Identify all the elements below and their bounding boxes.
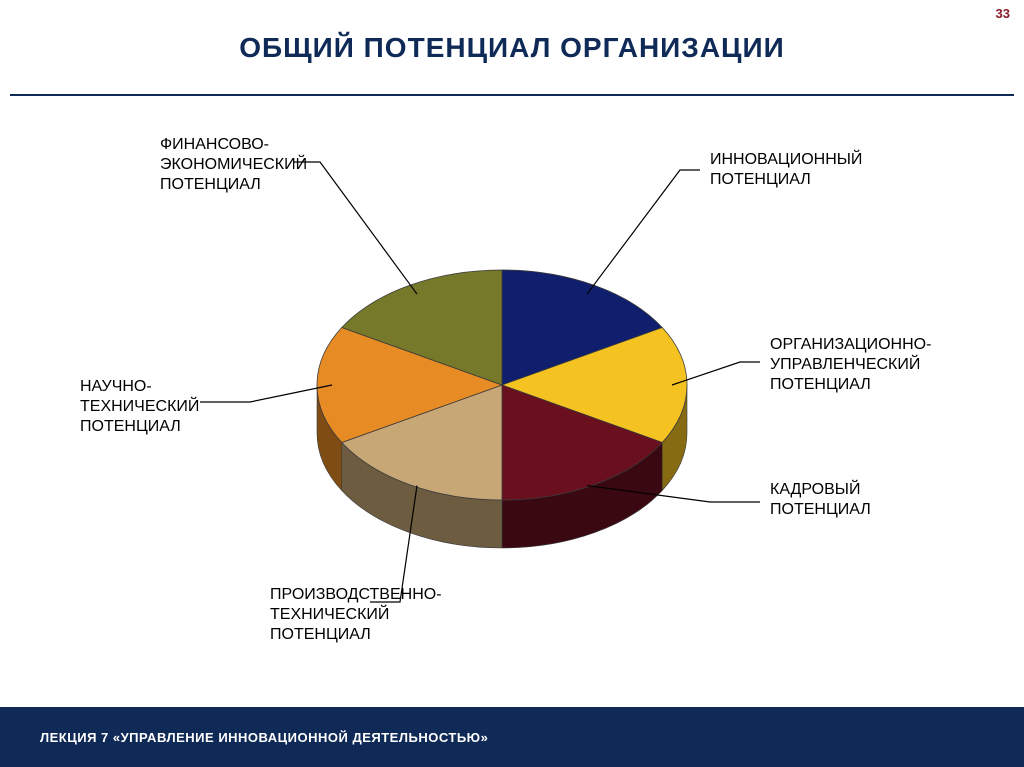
footer-bar: ЛЕКЦИЯ 7 «УПРАВЛЕНИЕ ИННОВАЦИОННОЙ ДЕЯТЕ… [0, 707, 1024, 767]
slice-label: ФИНАНСОВО- ЭКОНОМИЧЕСКИЙ ПОТЕНЦИАЛ [160, 135, 307, 195]
footer-text: ЛЕКЦИЯ 7 «УПРАВЛЕНИЕ ИННОВАЦИОННОЙ ДЕЯТЕ… [40, 730, 488, 745]
pie-chart: ИННОВАЦИОННЫЙ ПОТЕНЦИАЛ ОРГАНИЗАЦИОННО- У… [0, 110, 1024, 670]
leader-line [200, 385, 332, 402]
page-number: 33 [996, 6, 1010, 21]
page-title: ОБЩИЙ ПОТЕНЦИАЛ ОРГАНИЗАЦИИ [0, 32, 1024, 64]
slice-label: НАУЧНО- ТЕХНИЧЕСКИЙ ПОТЕНЦИАЛ [80, 377, 199, 437]
leader-line [294, 162, 417, 294]
horizontal-rule [10, 94, 1014, 96]
slice-label: КАДРОВЫЙ ПОТЕНЦИАЛ [770, 480, 871, 520]
slice-label: ОРГАНИЗАЦИОННО- УПРАВЛЕНЧЕСКИЙ ПОТЕНЦИАЛ [770, 335, 931, 395]
slice-label: ИННОВАЦИОННЫЙ ПОТЕНЦИАЛ [710, 150, 862, 190]
slice-label: ПРОИЗВОДСТВЕННО- ТЕХНИЧЕСКИЙ ПОТЕНЦИАЛ [270, 585, 442, 645]
leader-line [587, 170, 700, 294]
